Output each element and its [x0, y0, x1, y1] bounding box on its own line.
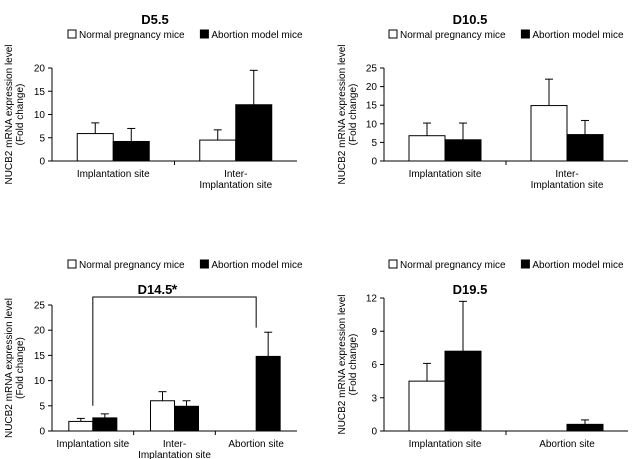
y-tick-label: 3: [371, 393, 377, 404]
y-tick-label: 5: [39, 133, 45, 144]
y-tick-label: 20: [34, 64, 46, 75]
category-label: Implantation site: [56, 439, 129, 450]
y-tick-label: 0: [39, 157, 45, 168]
category-label: Implantation site: [409, 439, 482, 450]
legend: Normal pregnancy mice Abortion model mice: [388, 29, 624, 41]
legend-label: Abortion model mice: [532, 30, 624, 41]
legend-swatch: [67, 259, 77, 269]
legend-label: Normal pregnancy mice: [79, 260, 185, 271]
panel-3: D14.5 Normal pregnancy mice Abortion model…: [4, 259, 303, 459]
panel-title: D19.5: [453, 282, 488, 297]
category-label: Implantation site: [77, 169, 150, 180]
bar-normal: [150, 400, 175, 432]
y-tick-label: 20: [34, 326, 46, 337]
y-tick-label: 0: [371, 157, 377, 168]
legend-swatch: [388, 259, 398, 269]
legend-label: Normal pregnancy mice: [79, 30, 185, 41]
significance-label: *: [172, 281, 178, 297]
y-tick-label: 0: [371, 427, 377, 438]
legend-swatch: [388, 29, 398, 39]
bar-normal: [408, 135, 446, 162]
bar-normal: [76, 133, 114, 162]
legend-label: Abortion model mice: [211, 260, 303, 271]
y-tick-label: 12: [366, 294, 378, 305]
y-axis-label: NUCB2 mRNA expression level(Fold change): [4, 44, 26, 184]
bar-normal: [530, 105, 568, 162]
category-label: Abortion site: [228, 439, 284, 450]
y-tick-label: 15: [366, 101, 378, 112]
y-tick-label: 15: [34, 351, 46, 362]
legend: Normal pregnancy mice Abortion model mice: [67, 259, 303, 271]
bar-abortion: [235, 104, 273, 162]
bar-abortion: [566, 423, 604, 432]
bar-normal: [199, 139, 237, 162]
category-label: Implantation site: [409, 169, 482, 180]
bar-abortion: [255, 355, 281, 432]
y-tick-label: 15: [34, 87, 46, 98]
bar-abortion: [566, 134, 604, 162]
y-tick-label: 10: [366, 119, 378, 130]
y-tick-label: 10: [34, 110, 46, 121]
y-tick-label: 6: [371, 360, 377, 371]
y-tick-label: 25: [366, 64, 378, 75]
legend: Normal pregnancy mice Abortion model mice: [388, 259, 624, 271]
panel-title: D14.5: [138, 282, 173, 297]
legend-swatch: [67, 29, 77, 39]
bar-normal: [68, 420, 94, 432]
category-label: Inter-Implantation site: [138, 439, 211, 459]
panel-title: D5.5: [141, 12, 168, 27]
y-tick-label: 5: [39, 401, 45, 412]
legend-label: Abortion model mice: [211, 30, 303, 41]
y-tick-label: 0: [39, 427, 45, 438]
legend: Normal pregnancy mice Abortion model mice: [67, 29, 303, 41]
y-axis-label: NUCB2 mRNA expression level(Fold change): [337, 294, 359, 434]
legend-label: Abortion model mice: [532, 260, 624, 271]
legend-swatch: [199, 259, 209, 269]
panel-title: D10.5: [453, 12, 488, 27]
category-label: Inter-Implantation site: [199, 169, 272, 191]
significance-bracket: [92, 296, 257, 406]
legend-swatch: [520, 29, 530, 39]
bar-normal: [408, 380, 446, 432]
bar-abortion: [444, 350, 482, 432]
y-tick-label: 5: [371, 138, 377, 149]
y-axis-label: NUCB2 mRNA expression level(Fold change): [4, 298, 26, 438]
y-tick-label: 20: [366, 82, 378, 93]
y-axis-label: NUCB2 mRNA expression level(Fold change): [337, 44, 359, 184]
panel-2: D10.5 Normal pregnancy mice Abortion model…: [337, 12, 628, 191]
legend-label: Normal pregnancy mice: [400, 260, 506, 271]
legend-swatch: [199, 29, 209, 39]
y-tick-label: 9: [371, 327, 377, 338]
category-label: Inter-Implantation site: [531, 169, 604, 191]
bar-abortion: [112, 140, 150, 162]
bar-abortion: [444, 139, 482, 162]
legend-swatch: [520, 259, 530, 269]
y-tick-label: 25: [34, 301, 46, 312]
bar-abortion: [92, 417, 118, 432]
panel-1: D5.5 Normal pregnancy mice Abortion model …: [4, 12, 303, 191]
legend-label: Normal pregnancy mice: [400, 30, 506, 41]
category-label: Abortion site: [539, 439, 595, 450]
bar-abortion: [174, 405, 199, 432]
y-tick-label: 10: [34, 376, 46, 387]
panel-4: D19.5 Normal pregnancy mice Abortion model…: [337, 259, 628, 450]
